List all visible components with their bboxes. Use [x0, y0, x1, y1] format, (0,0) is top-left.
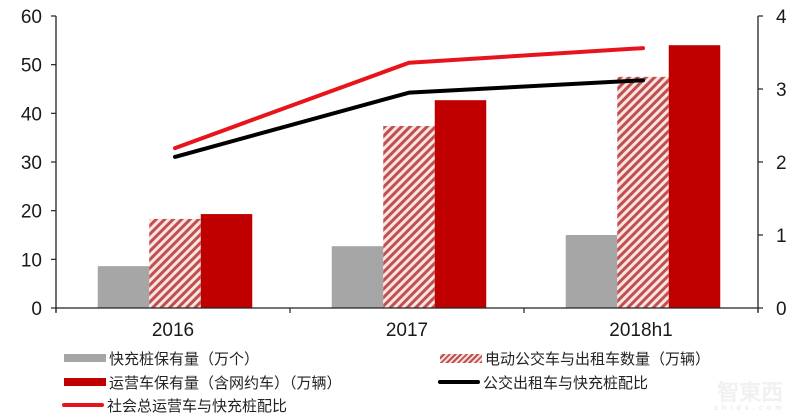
watermark-url: zhidx.com	[714, 404, 786, 412]
legend-label: 社会总运营车与快充桩配比	[107, 396, 288, 415]
watermark-logo: 智東西 zhidx.com	[714, 383, 786, 412]
svg-text:2: 2	[776, 153, 787, 174]
legend-item-bus-taxi-ratio: 公交出租车与快充桩配比	[438, 372, 648, 392]
legend-item-total-ratio: 社会总运营车与快充桩配比	[62, 395, 287, 415]
svg-text:0: 0	[776, 299, 787, 320]
legend-item-ev-bus-taxi: 电动公交车与出租车数量（万辆）	[440, 348, 710, 368]
legend-label: 快充桩保有量（万个）	[109, 349, 260, 368]
combo-chart: 0 10 20 30 40 50 60 0 1 2 3 4 2016 2017 2018h1	[21, 7, 787, 341]
axes	[55, 16, 759, 313]
svg-text:1: 1	[776, 226, 787, 247]
red-line-swatch-icon	[62, 403, 104, 407]
x-axis-labels: 2016 2017 2018h1	[152, 320, 673, 341]
svg-text:2017: 2017	[386, 320, 428, 341]
legend-item-operating-vehicles: 运营车保有量（含网约车）（万辆）	[64, 372, 342, 392]
darkred-bar-swatch-icon	[64, 378, 106, 386]
gray-bar-swatch-icon	[64, 354, 106, 362]
legend-item-fast-charger: 快充桩保有量（万个）	[64, 348, 259, 368]
svg-text:40: 40	[21, 104, 42, 125]
svg-text:2016: 2016	[152, 320, 194, 341]
legend-label: 电动公交车与出租车数量（万辆）	[485, 349, 711, 368]
left-y-axis-ticks: 0 10 20 30 40 50 60	[21, 7, 56, 320]
svg-text:60: 60	[21, 7, 42, 28]
watermark-text: 智東西	[717, 381, 784, 406]
right-y-axis-ticks: 0 1 2 3 4	[758, 7, 787, 320]
svg-text:2018h1: 2018h1	[609, 320, 672, 341]
line-series	[173, 46, 645, 159]
svg-text:4: 4	[776, 7, 787, 28]
svg-text:20: 20	[21, 202, 42, 223]
svg-text:0: 0	[31, 299, 42, 320]
svg-text:10: 10	[21, 250, 42, 271]
svg-text:3: 3	[776, 80, 787, 101]
svg-text:50: 50	[21, 56, 42, 77]
bar-series	[97, 45, 721, 309]
black-line-swatch-icon	[438, 380, 480, 384]
svg-text:30: 30	[21, 153, 42, 174]
hatched-bar-swatch-icon	[440, 353, 482, 363]
legend-label: 公交出租车与快充桩配比	[483, 373, 649, 392]
legend-label: 运营车保有量（含网约车）（万辆）	[109, 373, 342, 392]
